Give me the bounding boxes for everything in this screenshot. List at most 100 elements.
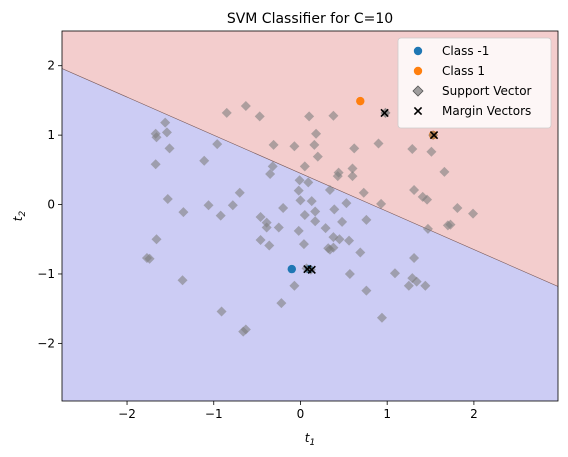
- data-point: [429, 130, 439, 140]
- data-point: [287, 264, 296, 274]
- legend-entry: Class -1: [413, 44, 489, 58]
- data-point: [426, 146, 437, 157]
- data-point: [216, 306, 227, 317]
- y-tick-label: −1: [37, 267, 55, 281]
- data-point: [468, 208, 479, 219]
- data-point: [221, 107, 232, 118]
- data-point: [324, 184, 335, 195]
- data-point: [289, 280, 300, 291]
- chart-title: SVM Classifier for C=10: [227, 11, 393, 27]
- data-point: [203, 200, 214, 211]
- data-point: [227, 200, 238, 211]
- data-point: [293, 225, 304, 236]
- data-point: [361, 285, 372, 296]
- data-point: [409, 252, 420, 263]
- data-point: [344, 268, 355, 279]
- data-point: [160, 117, 171, 128]
- legend-label: Margin Vectors: [442, 104, 531, 118]
- y-tick-label: 1: [47, 128, 55, 142]
- data-point: [320, 223, 331, 234]
- data-point: [276, 298, 287, 309]
- data-point: [347, 163, 358, 174]
- data-point: [144, 253, 155, 264]
- data-point: [151, 132, 162, 143]
- data-point: [298, 239, 309, 250]
- data-point: [278, 203, 289, 214]
- data-point: [150, 159, 161, 170]
- data-point: [264, 240, 275, 251]
- data-point: [255, 212, 266, 223]
- data-point: [234, 187, 245, 198]
- data-point: [238, 326, 249, 337]
- data-point: [452, 203, 463, 214]
- data-point: [347, 171, 358, 182]
- y-axis-label: t2: [11, 211, 28, 222]
- data-point: [311, 128, 322, 139]
- data-point: [442, 220, 453, 231]
- data-point: [409, 184, 420, 195]
- legend-entry: Margin Vectors: [413, 104, 531, 118]
- data-point: [164, 143, 175, 154]
- data-point: [312, 151, 323, 162]
- data-point: [151, 234, 162, 245]
- legend-label: Support Vector: [442, 84, 532, 98]
- y-axis-ticks: −2 −1 0 1 2: [37, 59, 62, 350]
- data-point: [212, 139, 223, 150]
- data-point: [255, 234, 266, 245]
- x-tick-label: 0: [297, 407, 305, 421]
- data-point: [267, 161, 278, 172]
- data-point: [407, 144, 418, 155]
- data-point: [215, 210, 226, 221]
- x-tick-label: 1: [383, 407, 391, 421]
- data-point: [358, 187, 369, 198]
- data-point: [307, 265, 316, 274]
- data-point: [439, 166, 450, 177]
- data-point: [324, 244, 335, 255]
- data-point: [265, 169, 276, 180]
- data-point: [355, 247, 366, 258]
- data-point: [261, 222, 272, 233]
- data-point: [294, 175, 305, 186]
- data-point: [376, 312, 387, 323]
- x-tick-label: −1: [205, 407, 223, 421]
- plot-frame: [61, 30, 559, 402]
- data-point: [337, 216, 348, 227]
- data-point: [380, 108, 389, 118]
- data-point: [240, 100, 251, 111]
- series-margin-vectors: [303, 108, 439, 274]
- data-point: [268, 139, 279, 150]
- legend-label: Class 1: [442, 64, 485, 78]
- series-support-vector: [141, 100, 479, 337]
- data-point: [289, 141, 300, 152]
- data-point: [177, 275, 188, 286]
- x-tick-label: 2: [470, 407, 478, 421]
- data-points: [141, 96, 479, 337]
- legend: Class -1 Class 1 Support Vector Margin Vect…: [397, 37, 552, 129]
- data-point: [361, 214, 372, 225]
- x-tick-label: −2: [118, 407, 136, 421]
- data-point: [299, 209, 310, 220]
- data-point: [309, 139, 320, 150]
- data-point: [389, 268, 400, 279]
- x-axis-label: t1: [305, 431, 315, 448]
- y-tick-label: 0: [47, 198, 55, 212]
- y-tick-label: 2: [47, 59, 55, 73]
- data-point: [349, 143, 360, 154]
- data-point: [295, 195, 306, 206]
- decision-boundary: [62, 68, 558, 287]
- data-point: [273, 222, 284, 233]
- data-point: [344, 235, 355, 246]
- data-point: [328, 110, 339, 121]
- data-point: [376, 198, 387, 209]
- legend-box: [397, 37, 552, 129]
- data-point: [162, 193, 173, 204]
- legend-marker: [413, 106, 423, 116]
- legend-marker: [412, 85, 424, 97]
- legend-label: Class -1: [442, 44, 489, 58]
- data-point: [420, 280, 431, 291]
- data-point: [254, 111, 265, 122]
- data-point: [304, 111, 315, 122]
- data-point: [329, 204, 340, 215]
- data-point: [334, 234, 345, 245]
- data-point: [306, 196, 317, 207]
